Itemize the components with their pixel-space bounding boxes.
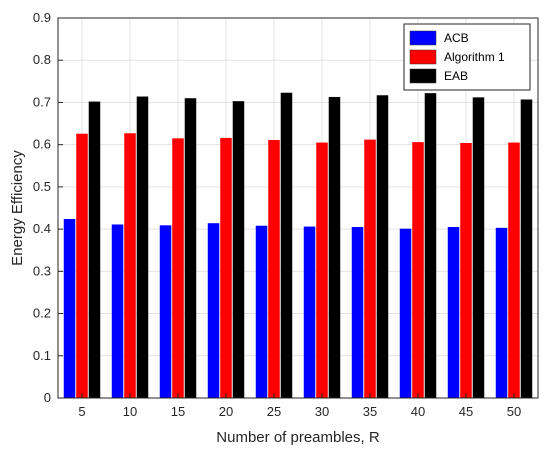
- bar-acb-50: [495, 227, 508, 398]
- bar-acb-45: [447, 227, 460, 398]
- legend-label-algorithm-1: Algorithm 1: [444, 50, 505, 64]
- x-tick-label: 5: [78, 404, 85, 419]
- bar-acb-5: [63, 218, 76, 398]
- y-tick-label: 0.8: [33, 52, 51, 67]
- bar-eab-45: [472, 97, 485, 398]
- legend-swatch-algorithm-1: [409, 49, 437, 65]
- bar-algorithm-1-40: [412, 142, 424, 398]
- bar-acb-35: [351, 227, 364, 398]
- bar-algorithm-1-45: [460, 142, 472, 398]
- y-tick-label: 0.1: [33, 348, 51, 363]
- bar-eab-50: [520, 99, 533, 398]
- y-axis-label: Energy Efficiency: [9, 150, 26, 266]
- bars-group: [63, 92, 533, 399]
- bar-algorithm-1-35: [364, 139, 376, 398]
- bar-acb-30: [303, 226, 316, 398]
- bar-eab-15: [184, 98, 197, 398]
- x-tick-label: 50: [507, 404, 521, 419]
- y-tick-label: 0.3: [33, 263, 51, 278]
- x-axis-label: Number of preambles, R: [216, 429, 380, 446]
- bar-eab-20: [232, 101, 245, 398]
- y-tick-label: 0: [44, 390, 51, 405]
- plot-frame: [57, 17, 539, 399]
- x-tick-label: 15: [171, 404, 185, 419]
- bar-algorithm-1-15: [172, 138, 184, 399]
- y-tick-label: 0.5: [33, 179, 51, 194]
- bar-eab-35: [376, 95, 389, 399]
- x-tick-label: 20: [219, 404, 233, 419]
- y-tick-label: 0.2: [33, 306, 51, 321]
- y-axis-ticks: 0 0.1 0.2 0.3 0.4 0.5 0.6 0.7 0.8 0.9: [33, 10, 63, 405]
- bar-algorithm-1-5: [76, 133, 88, 398]
- bar-algorithm-1-10: [124, 133, 136, 398]
- bar-acb-20: [207, 223, 220, 398]
- bar-eab-30: [328, 96, 341, 398]
- x-tick-label: 25: [267, 404, 281, 419]
- bar-acb-25: [255, 225, 268, 398]
- bar-acb-15: [159, 225, 172, 398]
- bar-algorithm-1-20: [220, 137, 232, 398]
- legend-swatch-acb: [409, 30, 437, 46]
- bar-algorithm-1-25: [268, 140, 280, 398]
- y-tick-label: 0.7: [33, 94, 51, 109]
- legend-swatch-eab: [409, 68, 437, 84]
- bar-algorithm-1-30: [316, 142, 328, 398]
- y-tick-label: 0.9: [33, 10, 51, 25]
- bar-eab-5: [88, 101, 101, 398]
- bar-acb-10: [111, 224, 124, 398]
- x-tick-label: 35: [363, 404, 377, 419]
- bar-eab-40: [424, 93, 437, 399]
- legend: ACB Algorithm 1 EAB: [403, 23, 531, 91]
- bar-algorithm-1-50: [508, 142, 520, 398]
- y-tick-label: 0.4: [33, 221, 51, 236]
- bar-eab-25: [280, 92, 293, 398]
- x-tick-label: 10: [123, 404, 137, 419]
- x-tick-label: 30: [315, 404, 329, 419]
- x-tick-label: 40: [411, 404, 425, 419]
- bar-acb-40: [399, 228, 412, 398]
- x-tick-label: 45: [459, 404, 473, 419]
- legend-label-eab: EAB: [444, 69, 468, 83]
- bar-eab-10: [136, 96, 149, 399]
- y-tick-label: 0.6: [33, 137, 51, 152]
- legend-label-acb: ACB: [444, 31, 469, 45]
- x-axis-ticks: 5 10 15 20 25 30 35 40 45 50: [78, 393, 521, 419]
